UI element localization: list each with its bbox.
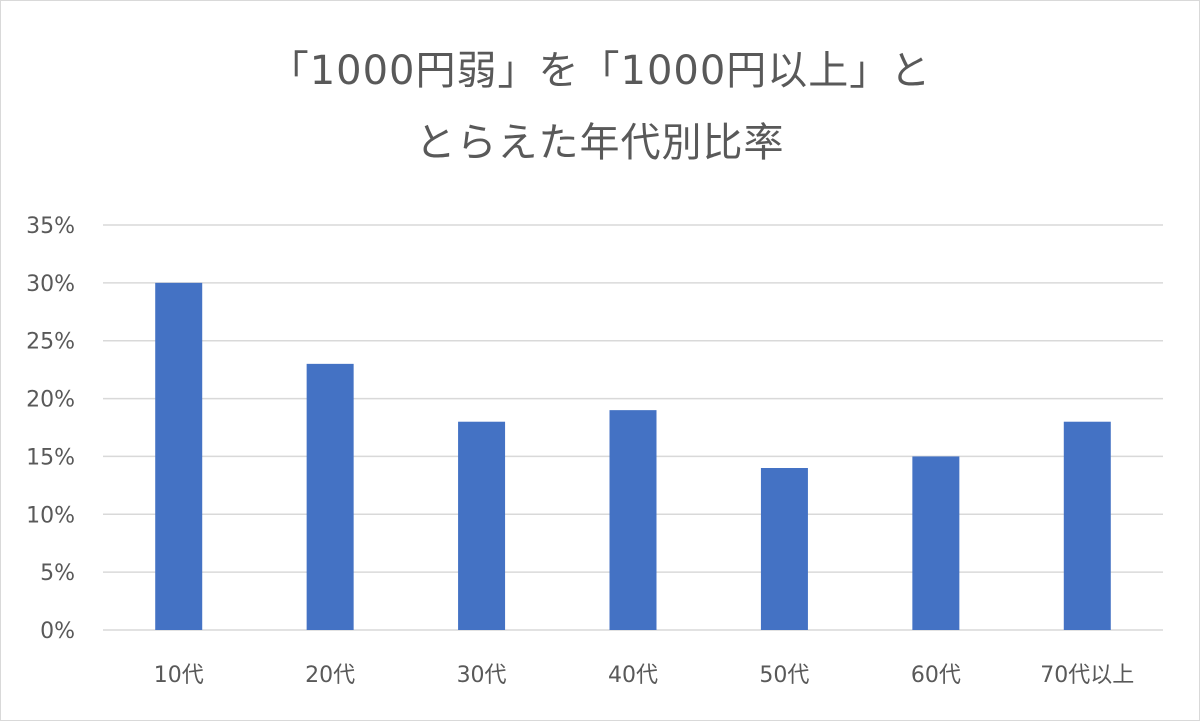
y-tick-label: 5%	[40, 561, 75, 586]
chart-title-line-1: 「1000円弱」を「1000円以上」と	[268, 48, 932, 94]
x-category-label: 50代	[759, 663, 809, 688]
bar-2	[306, 363, 354, 630]
bar-1	[155, 282, 203, 630]
y-tick-label: 15%	[26, 445, 75, 470]
x-category-label: 20代	[305, 663, 355, 688]
y-tick-label: 35%	[26, 214, 75, 239]
y-tick-label: 10%	[26, 503, 75, 528]
chart-title: 「1000円弱」を「1000円以上」と とらえた年代別比率	[1, 35, 1199, 179]
bar-4	[609, 410, 657, 630]
x-category-label: 70代以上	[1040, 663, 1134, 688]
y-tick-label: 20%	[26, 388, 75, 413]
bar-6	[912, 456, 960, 630]
x-category-label: 60代	[911, 663, 961, 688]
x-category-label: 10代	[154, 663, 204, 688]
chart-title-line-2: とらえた年代別比率	[415, 120, 785, 166]
y-tick-label: 25%	[26, 330, 75, 355]
bar-7	[1063, 421, 1111, 630]
x-category-label: 30代	[457, 663, 507, 688]
x-category-label: 40代	[608, 663, 658, 688]
y-tick-label: 30%	[26, 272, 75, 297]
bar-3	[458, 421, 506, 630]
bar-5	[760, 468, 808, 630]
y-tick-label: 0%	[40, 619, 75, 644]
